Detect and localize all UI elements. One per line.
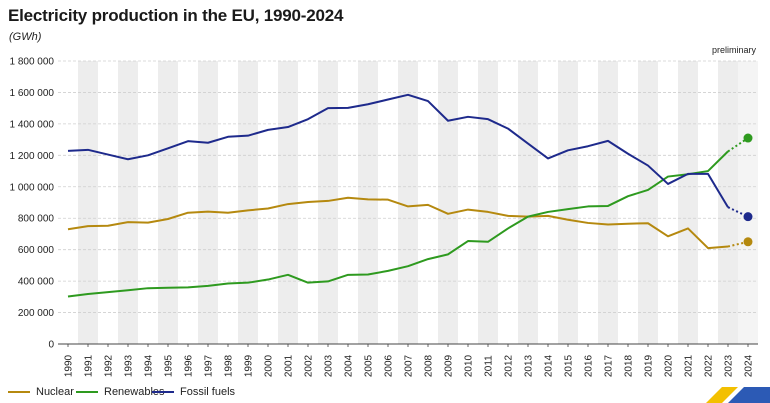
x-tick-label: 2015: [564, 354, 575, 377]
x-tick-label: 2011: [484, 355, 495, 377]
x-tick-label: 2016: [584, 354, 595, 377]
legend-item-nuclear: Nuclear: [8, 386, 74, 398]
legend-swatch-renewables: [76, 391, 98, 393]
x-tick-label: 1996: [184, 354, 195, 377]
x-tick-label: 1998: [224, 354, 235, 377]
legend-label-fossil: Fossil fuels: [180, 386, 236, 398]
y-tick-label: 1 000 000: [10, 182, 55, 193]
preliminary-label: preliminary: [712, 45, 757, 55]
logo-blue-shape: [728, 387, 770, 403]
logo-yellow-shape: [706, 387, 738, 403]
x-tick-label: 2021: [684, 354, 695, 377]
column-band: [318, 61, 338, 344]
x-tick-label: 2002: [304, 354, 315, 377]
legend-label-renewables: Renewables: [104, 386, 165, 398]
column-band: [598, 61, 618, 344]
y-tick-label: 1 400 000: [10, 119, 55, 130]
x-tick-label: 2008: [424, 354, 435, 377]
series-line-2: [67, 93, 729, 208]
series-line-0: [67, 196, 729, 250]
x-tick-label: 1994: [144, 354, 155, 377]
column-band: [78, 61, 98, 344]
series-end-point-2: [743, 212, 753, 222]
x-tick-label: 2017: [604, 354, 615, 377]
x-tick-label: 2003: [324, 354, 335, 377]
legend-label-nuclear: Nuclear: [36, 386, 74, 398]
legend-swatch-nuclear: [8, 391, 30, 393]
series-end-point-1: [743, 133, 753, 143]
column-band: [718, 61, 738, 344]
column-band: [158, 61, 178, 344]
legend-swatch-fossil: [152, 391, 174, 393]
x-tick-label: 1995: [164, 354, 175, 377]
chart-unit: (GWh): [9, 31, 42, 43]
column-band: [638, 61, 658, 344]
column-band: [678, 61, 698, 344]
column-band: [198, 61, 218, 344]
y-tick-label: 1 800 000: [10, 57, 55, 68]
series-end-point-0: [743, 237, 753, 247]
y-tick-label: 1 600 000: [10, 88, 55, 99]
legend-item-fossil: Fossil fuels: [152, 386, 235, 398]
x-tick-label: 2023: [724, 354, 735, 377]
y-tick-label: 0: [48, 340, 54, 351]
x-tick-label: 2012: [504, 354, 515, 377]
x-tick-label: 2000: [264, 354, 275, 377]
x-tick-label: 2024: [744, 354, 755, 377]
preliminary-band: [738, 61, 758, 344]
x-tick-label: 2001: [284, 354, 295, 377]
x-tick-label: 2022: [704, 354, 715, 377]
chart-title: Electricity production in the EU, 1990-2…: [8, 6, 344, 25]
x-tick-label: 2004: [344, 354, 355, 377]
y-tick-label: 400 000: [18, 277, 55, 288]
x-tick-label: 1992: [104, 354, 115, 377]
x-tick-label: 2019: [644, 354, 655, 377]
y-tick-label: 800 000: [18, 214, 55, 225]
series-preliminary-segment-0: [727, 240, 749, 248]
column-band: [478, 61, 498, 344]
column-band: [278, 61, 298, 344]
column-band: [558, 61, 578, 344]
x-tick-label: 1997: [204, 354, 215, 377]
x-tick-label: 2010: [464, 354, 475, 377]
x-tick-label: 1999: [244, 354, 255, 377]
x-tick-label: 2013: [524, 354, 535, 377]
column-band: [398, 61, 418, 344]
y-tick-label: 600 000: [18, 245, 55, 256]
y-tick-label: 1 200 000: [10, 151, 55, 162]
x-tick-label: 2005: [364, 354, 375, 377]
x-tick-label: 2020: [664, 354, 675, 377]
y-tick-label: 200 000: [18, 308, 55, 319]
x-tick-label: 1991: [84, 354, 95, 377]
column-band: [118, 61, 138, 344]
column-band: [518, 61, 538, 344]
column-band: [238, 61, 258, 344]
legend-item-renewables: Renewables: [76, 386, 165, 398]
x-tick-label: 2014: [544, 354, 555, 377]
x-tick-label: 2007: [404, 354, 415, 377]
x-tick-label: 1993: [124, 354, 135, 377]
column-band: [438, 61, 458, 344]
x-tick-label: 2006: [384, 354, 395, 377]
x-tick-label: 2009: [444, 354, 455, 377]
series-line-1: [67, 150, 729, 298]
x-tick-label: 1990: [64, 354, 75, 377]
x-tick-label: 2018: [624, 354, 635, 377]
